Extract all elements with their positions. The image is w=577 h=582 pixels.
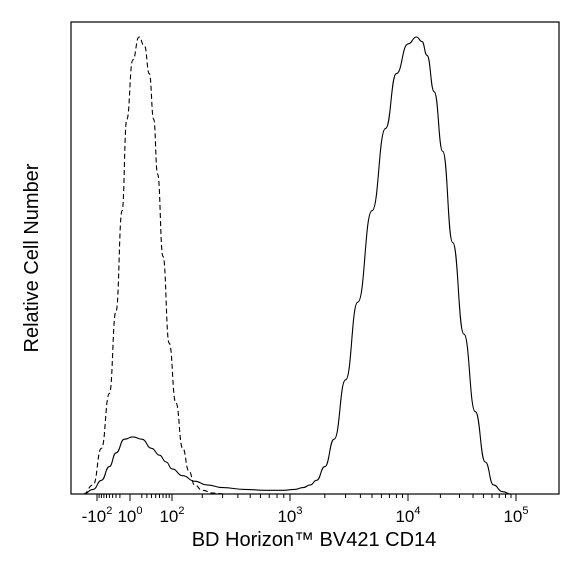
x-tick-label: -102 <box>82 505 113 526</box>
x-tick-label: 102 <box>159 505 184 526</box>
x-tick-label: 100 <box>117 505 142 526</box>
x-tick-label: 105 <box>503 505 528 526</box>
histogram-series-solid <box>83 36 512 495</box>
x-axis-label: BD Horizon™ BV421 CD14 <box>192 529 437 551</box>
histogram-series-dashed <box>83 36 227 495</box>
x-tick-label: 103 <box>277 505 302 526</box>
x-tick-label: 104 <box>395 505 420 526</box>
y-axis-label: Relative Cell Number <box>21 163 43 352</box>
x-axis-ticks: -102 100 102 103 104 105 <box>82 494 529 526</box>
plot-frame <box>70 21 560 495</box>
series-layer <box>83 36 512 495</box>
